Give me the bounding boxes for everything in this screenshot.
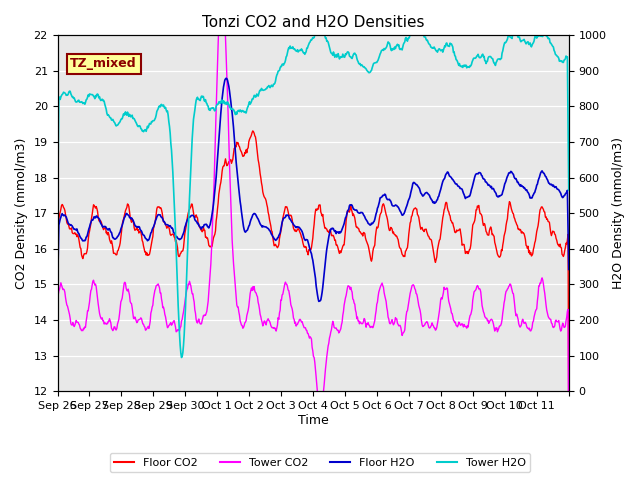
Y-axis label: CO2 Density (mmol/m3): CO2 Density (mmol/m3)	[15, 138, 28, 289]
Y-axis label: H2O Density (mmol/m3): H2O Density (mmol/m3)	[612, 137, 625, 289]
Title: Tonzi CO2 and H2O Densities: Tonzi CO2 and H2O Densities	[202, 15, 424, 30]
X-axis label: Time: Time	[298, 414, 328, 427]
Text: TZ_mixed: TZ_mixed	[70, 57, 137, 71]
Legend: Floor CO2, Tower CO2, Floor H2O, Tower H2O: Floor CO2, Tower CO2, Floor H2O, Tower H…	[109, 453, 531, 472]
